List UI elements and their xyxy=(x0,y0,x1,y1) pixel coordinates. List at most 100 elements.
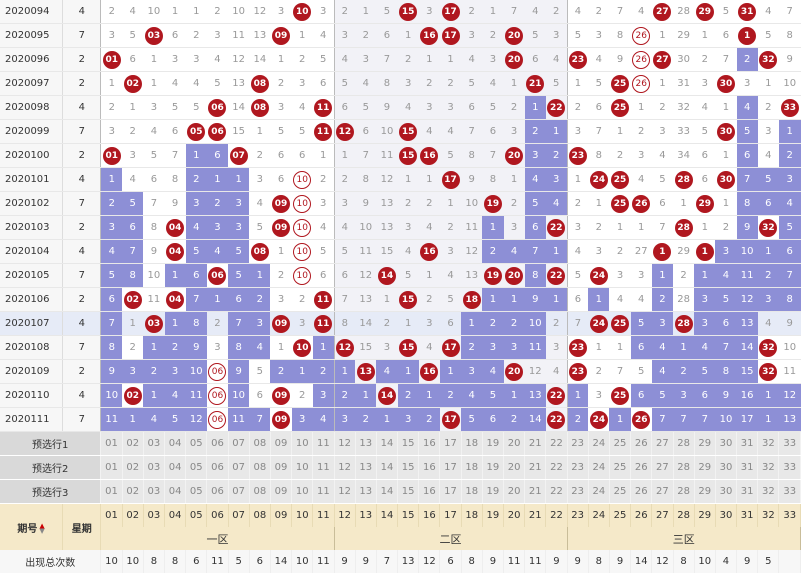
preselect-number-button[interactable]: 30 xyxy=(715,431,738,456)
preselect-number-button[interactable]: 05 xyxy=(185,479,208,504)
preselect-number-button[interactable]: 07 xyxy=(228,479,250,504)
preselect-number-button[interactable]: 13 xyxy=(355,455,377,480)
preselect-number-button[interactable]: 21 xyxy=(524,479,547,504)
preselect-number-button[interactable]: 01 xyxy=(100,431,123,456)
preselect-number-button[interactable]: 31 xyxy=(736,455,759,480)
preselect-number-button[interactable]: 24 xyxy=(588,431,610,456)
preselect-number-button[interactable]: 12 xyxy=(334,455,356,480)
preselect-number-button[interactable]: 04 xyxy=(164,455,187,480)
preselect-number-button[interactable]: 20 xyxy=(503,431,526,456)
preselect-number-button[interactable]: 03 xyxy=(143,431,166,456)
sort-icon[interactable]: ▲ ▼ xyxy=(39,521,45,535)
preselect-number-button[interactable]: 28 xyxy=(673,479,695,504)
preselect-number-button[interactable]: 01 xyxy=(100,455,123,480)
preselect-number-button[interactable]: 08 xyxy=(249,431,271,456)
preselect-number-button[interactable]: 30 xyxy=(715,455,738,480)
preselect-number-button[interactable]: 02 xyxy=(122,431,144,456)
preselect-number-button[interactable]: 12 xyxy=(334,479,356,504)
preselect-number-button[interactable]: 26 xyxy=(630,431,653,456)
preselect-number-button[interactable]: 32 xyxy=(757,479,780,504)
preselect-number-button[interactable]: 26 xyxy=(630,455,653,480)
preselect-number-button[interactable]: 16 xyxy=(418,479,441,504)
preselect-number-button[interactable]: 21 xyxy=(524,431,547,456)
preselect-number-button[interactable]: 19 xyxy=(482,431,505,456)
preselect-number-button[interactable]: 31 xyxy=(736,431,759,456)
preselect-number-button[interactable]: 18 xyxy=(461,455,483,480)
preselect-number-button[interactable]: 29 xyxy=(694,479,716,504)
preselect-number-button[interactable]: 23 xyxy=(567,431,589,456)
preselect-number-button[interactable]: 07 xyxy=(228,455,250,480)
preselect-number-button[interactable]: 03 xyxy=(143,455,166,480)
preselect-number-button[interactable]: 27 xyxy=(651,455,674,480)
preselect-number-button[interactable]: 06 xyxy=(206,455,229,480)
preselect-number-button[interactable]: 19 xyxy=(482,479,505,504)
preselect-number-button[interactable]: 19 xyxy=(482,455,505,480)
preselect-number-button[interactable]: 20 xyxy=(503,455,526,480)
preselect-number-button[interactable]: 29 xyxy=(694,431,716,456)
preselect-number-button[interactable]: 33 xyxy=(778,431,801,456)
preselect-number-button[interactable]: 30 xyxy=(715,479,738,504)
preselect-number-button[interactable]: 11 xyxy=(312,431,335,456)
preselect-number-button[interactable]: 21 xyxy=(524,455,547,480)
preselect-number-button[interactable]: 09 xyxy=(270,431,293,456)
preselect-number-button[interactable]: 25 xyxy=(609,479,632,504)
preselect-number-button[interactable]: 13 xyxy=(355,479,377,504)
preselect-number-button[interactable]: 10 xyxy=(291,479,314,504)
preselect-number-button[interactable]: 32 xyxy=(757,431,780,456)
preselect-number-button[interactable]: 28 xyxy=(673,455,695,480)
preselect-number-button[interactable]: 15 xyxy=(397,431,420,456)
preselect-number-button[interactable]: 25 xyxy=(609,431,632,456)
preselect-number-button[interactable]: 27 xyxy=(651,479,674,504)
preselect-number-button[interactable]: 16 xyxy=(418,431,441,456)
preselect-number-button[interactable]: 05 xyxy=(185,431,208,456)
preselect-number-button[interactable]: 33 xyxy=(778,455,801,480)
preselect-number-button[interactable]: 32 xyxy=(757,455,780,480)
preselect-number-button[interactable]: 23 xyxy=(567,479,589,504)
preselect-number-button[interactable]: 09 xyxy=(270,455,293,480)
preselect-number-button[interactable]: 03 xyxy=(143,479,166,504)
preselect-number-button[interactable]: 33 xyxy=(778,479,801,504)
preselect-number-button[interactable]: 17 xyxy=(439,479,462,504)
preselect-number-button[interactable]: 06 xyxy=(206,431,229,456)
preselect-number-button[interactable]: 01 xyxy=(100,479,123,504)
preselect-number-button[interactable]: 12 xyxy=(334,431,356,456)
preselect-number-button[interactable]: 10 xyxy=(291,431,314,456)
preselect-number-button[interactable]: 09 xyxy=(270,479,293,504)
preselect-number-button[interactable]: 16 xyxy=(418,455,441,480)
preselect-number-button[interactable]: 14 xyxy=(376,431,399,456)
preselect-number-button[interactable]: 11 xyxy=(312,455,335,480)
preselect-number-button[interactable]: 02 xyxy=(122,455,144,480)
preselect-number-button[interactable]: 25 xyxy=(609,455,632,480)
preselect-number-button[interactable]: 29 xyxy=(694,455,716,480)
preselect-number-button[interactable]: 26 xyxy=(630,479,653,504)
preselect-number-button[interactable]: 07 xyxy=(228,431,250,456)
issue-sort-header[interactable]: 期号 ▲ ▼ xyxy=(0,503,64,550)
preselect-number-button[interactable]: 05 xyxy=(185,455,208,480)
preselect-number-button[interactable]: 18 xyxy=(461,431,483,456)
preselect-number-button[interactable]: 22 xyxy=(545,455,568,480)
preselect-number-button[interactable]: 17 xyxy=(439,431,462,456)
preselect-number-button[interactable]: 10 xyxy=(291,455,314,480)
preselect-number-button[interactable]: 24 xyxy=(588,479,610,504)
preselect-number-button[interactable]: 04 xyxy=(164,479,187,504)
preselect-number-button[interactable]: 17 xyxy=(439,455,462,480)
preselect-number-button[interactable]: 28 xyxy=(673,431,695,456)
preselect-number-button[interactable]: 04 xyxy=(164,431,187,456)
preselect-number-button[interactable]: 22 xyxy=(545,479,568,504)
preselect-number-button[interactable]: 08 xyxy=(249,479,271,504)
preselect-number-button[interactable]: 08 xyxy=(249,455,271,480)
preselect-number-button[interactable]: 31 xyxy=(736,479,759,504)
preselect-number-button[interactable]: 18 xyxy=(461,479,483,504)
preselect-number-button[interactable]: 15 xyxy=(397,455,420,480)
preselect-number-button[interactable]: 13 xyxy=(355,431,377,456)
preselect-number-button[interactable]: 23 xyxy=(567,455,589,480)
preselect-number-button[interactable]: 02 xyxy=(122,479,144,504)
preselect-number-button[interactable]: 06 xyxy=(206,479,229,504)
preselect-number-button[interactable]: 11 xyxy=(312,479,335,504)
preselect-number-button[interactable]: 27 xyxy=(651,431,674,456)
preselect-number-button[interactable]: 20 xyxy=(503,479,526,504)
preselect-number-button[interactable]: 22 xyxy=(545,431,568,456)
preselect-number-button[interactable]: 14 xyxy=(376,479,399,504)
preselect-number-button[interactable]: 24 xyxy=(588,455,610,480)
preselect-number-button[interactable]: 14 xyxy=(376,455,399,480)
